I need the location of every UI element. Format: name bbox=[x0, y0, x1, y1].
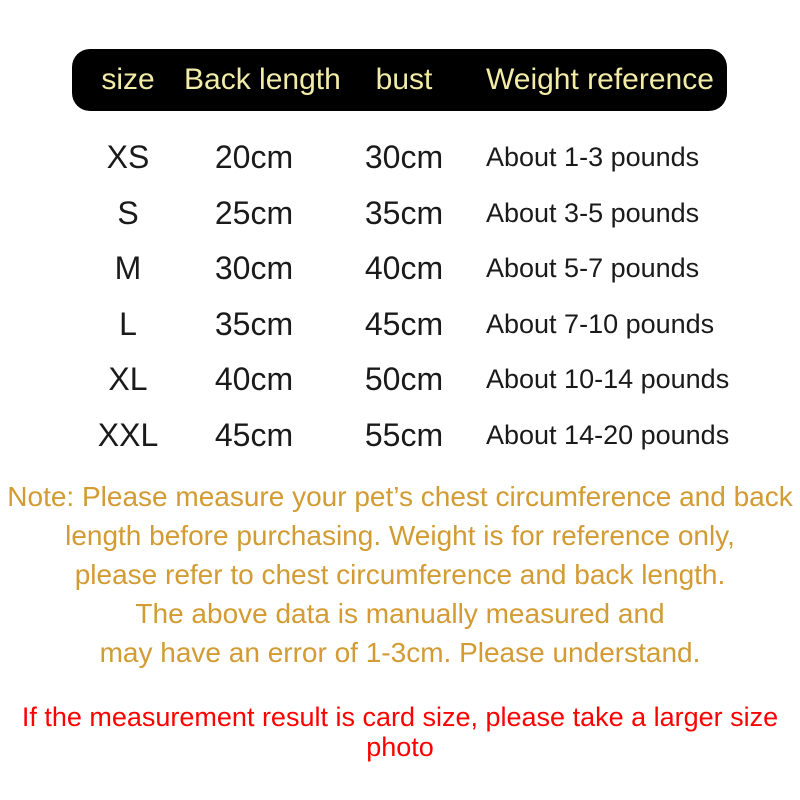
table-row: L 35cm 45cm About 7-10 pounds bbox=[72, 297, 727, 353]
note-line: The above data is manually measured and bbox=[135, 598, 665, 629]
size-warning-text: If the measurement result is card size, … bbox=[21, 702, 779, 762]
weight-cell: About 7-10 pounds bbox=[486, 308, 715, 339]
weight-cell: About 1-3 pounds bbox=[486, 142, 700, 173]
back-length-cell: 40cm bbox=[214, 361, 294, 398]
header-weight-reference: Weight reference bbox=[486, 63, 714, 96]
bust-cell: 30cm bbox=[364, 139, 444, 176]
back-length-cell: 20cm bbox=[214, 139, 294, 176]
header-bust: bust bbox=[375, 63, 433, 96]
size-cell: M bbox=[114, 250, 142, 287]
note-line: please refer to chest circumference and … bbox=[74, 559, 726, 590]
bust-cell: 50cm bbox=[364, 361, 444, 398]
size-chart-rows: XS 20cm 30cm About 1-3 pounds S 25cm 35c… bbox=[72, 130, 730, 464]
measurement-note: Note: Please measure your pet’s chest ci… bbox=[0, 477, 800, 672]
weight-cell: About 3-5 pounds bbox=[486, 197, 700, 228]
size-cell: XXL bbox=[97, 416, 159, 453]
back-length-cell: 30cm bbox=[214, 250, 294, 287]
bust-cell: 35cm bbox=[364, 194, 444, 231]
table-row: XS 20cm 30cm About 1-3 pounds bbox=[72, 130, 727, 186]
table-row: XL 40cm 50cm About 10-14 pounds bbox=[72, 352, 730, 408]
note-line: Note: Please measure your pet’s chest ci… bbox=[7, 481, 793, 512]
size-cell: S bbox=[117, 194, 139, 231]
table-row: XXL 45cm 55cm About 14-20 pounds bbox=[72, 408, 730, 464]
size-cell: XL bbox=[108, 361, 148, 398]
back-length-cell: 35cm bbox=[214, 305, 294, 342]
weight-cell: About 14-20 pounds bbox=[486, 419, 730, 450]
header-back-length: Back length bbox=[184, 63, 341, 96]
note-line: length before purchasing. Weight is for … bbox=[65, 520, 735, 551]
weight-cell: About 10-14 pounds bbox=[486, 364, 730, 395]
bust-cell: 45cm bbox=[364, 305, 444, 342]
size-cell: L bbox=[119, 305, 137, 342]
note-line: may have an error of 1-3cm. Please under… bbox=[99, 637, 701, 668]
back-length-cell: 45cm bbox=[214, 416, 294, 453]
header-size: size bbox=[101, 63, 155, 96]
table-row: S 25cm 35cm About 3-5 pounds bbox=[72, 186, 727, 242]
size-cell: XS bbox=[106, 139, 150, 176]
weight-cell: About 5-7 pounds bbox=[486, 253, 700, 284]
bust-cell: 40cm bbox=[364, 250, 444, 287]
bust-cell: 55cm bbox=[364, 416, 444, 453]
size-chart-header: size Back length bust Weight reference bbox=[72, 49, 727, 111]
table-row: M 30cm 40cm About 5-7 pounds bbox=[72, 241, 727, 297]
back-length-cell: 25cm bbox=[214, 194, 294, 231]
